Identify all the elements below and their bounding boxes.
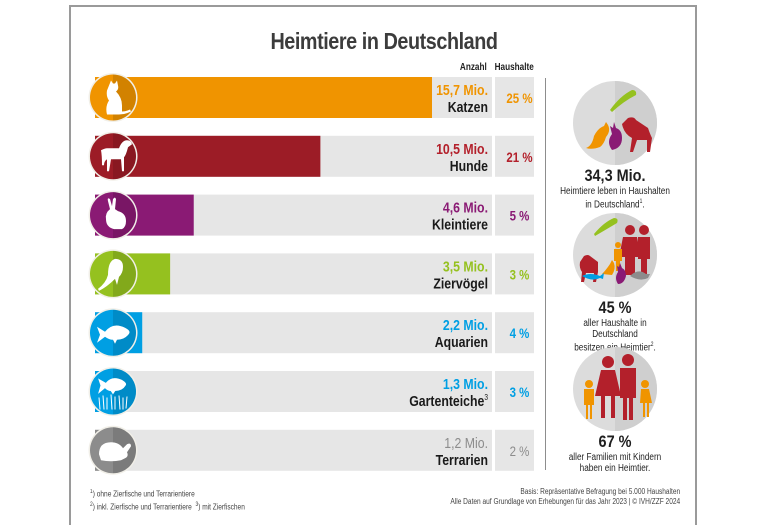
family-with-pets-icon [573,213,657,297]
footnotes: 1) ohne Zierfische und Terrarientiere 2)… [90,487,245,512]
turtle-icon [99,442,131,462]
bar-row-terrarien: 1,2 Mio.Terrarien 2 % [88,425,534,475]
bar-row-gartenteiche: 1,3 Mio.Gartenteiche3 3 % [88,367,534,416]
household-cell [495,429,534,471]
category-label: Ziervögel [433,275,488,291]
pets-group-icon [573,81,657,165]
source-line-1: Basis: Repräsentative Befragung bei 5.00… [520,487,680,496]
families-caption: aller Familien mit Kindern haben ein Heim… [568,452,662,474]
bar-row-kleintiere: 4,6 Mio.Kleintiere 5 % [88,190,534,240]
parrot-icon [98,258,123,291]
value-label: 10,5 Mio. [436,141,488,157]
source-note: Basis: Repräsentative Befragung bei 5.00… [450,487,680,507]
footnote-ref: 3 [484,392,488,402]
total-pets-value: 34,3 Mio. [584,166,646,185]
category-label: Terrarien [436,452,488,468]
bar-row-hunde: 10,5 Mio.Hunde 21 % [88,131,534,181]
page-title: Heimtiere in Deutschland [270,28,498,54]
cat-icon [106,80,131,115]
column-header-count: Anzahl [460,62,487,73]
value-label: 4,6 Mio. [443,199,488,215]
household-share-label: 3 % [510,384,530,400]
footnote-2-3: 2) inkl. Zierfische und Terrarientiere 3… [90,501,245,512]
household-cell [495,371,534,412]
household-cell [495,194,534,236]
value-label: 3,5 Mio. [443,258,488,274]
value-label: 2,2 Mio. [443,317,488,333]
household-share-label: 5 % [510,207,530,223]
bar-row-aquarien: 2,2 Mio.Aquarien 4 % [88,308,534,358]
household-share-label: 3 % [510,266,530,282]
info-panel-household-share: 45 % aller Haushalte in Deutschlandbesit… [548,212,682,353]
column-header-households: Haushalte [494,62,534,73]
fish-icon [97,325,130,344]
category-label: Kleintiere [432,216,488,232]
household-cell [495,77,534,118]
column-divider [545,78,546,470]
bar-row-katzen: 15,7 Mio.Katzen 25 % [88,73,534,122]
category-label: Gartenteiche3 [409,392,488,409]
household-share-label: 25 % [506,90,533,106]
household-share-label: 2 % [510,443,530,459]
value-label: 1,2 Mio. [444,435,488,451]
bar-chart: 15,7 Mio.Katzen 25 % 10,5 Mio.Hunde 21 % 4,6… [88,73,534,475]
bar [95,77,432,118]
category-label: Aquarien [435,334,488,350]
bar-track [95,371,492,412]
bar-track [95,429,492,471]
category-label: Hunde [450,158,489,174]
household-share-value: 45 % [598,298,632,317]
household-cell [495,253,534,295]
category-label: Katzen [448,99,488,115]
household-share-label: 4 % [510,325,530,341]
footnote-1: 1) ohne Zierfische und Terrarientiere [90,489,195,499]
families-value: 67 % [598,432,632,451]
source-line-2: Alle Daten auf Grundlage von Erhebungen … [450,497,680,506]
pond-fish-icon [98,378,128,410]
rabbit-icon [105,197,126,230]
dog-icon [101,140,132,172]
household-share-label: 21 % [506,149,533,165]
bar-track [95,312,492,354]
info-panel-families: 67 % aller Familien mit Kindern haben ein… [548,346,682,474]
value-label: 15,7 Mio. [436,82,488,98]
bar-row-ziervögel: 3,5 Mio.Ziervögel 3 % [88,249,534,299]
household-cell [495,135,534,177]
family-icon [573,347,657,431]
household-cell [495,312,534,354]
value-label: 1,3 Mio. [443,376,488,392]
info-panel-total-pets: 34,3 Mio. Heimtiere leben in Haushalten i… [548,80,682,210]
total-pets-caption: Heimtiere leben in Haushalten in Deutschl… [560,186,670,211]
